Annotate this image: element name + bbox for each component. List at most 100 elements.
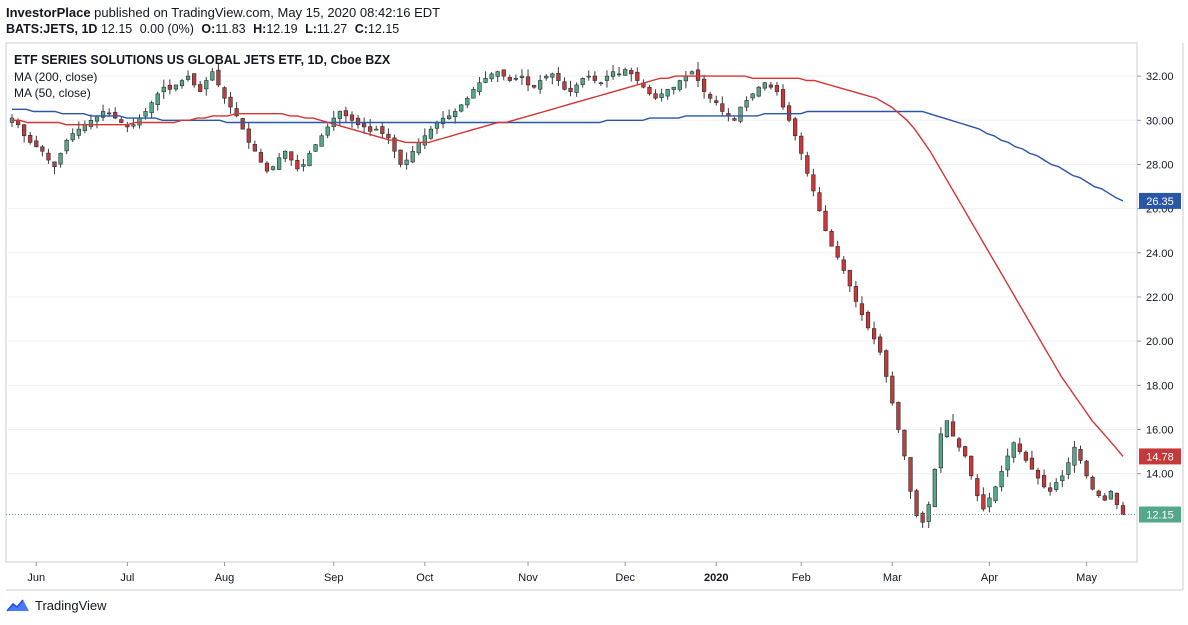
candle-body — [325, 126, 330, 136]
candle-body — [841, 259, 846, 271]
candle-body — [811, 174, 816, 192]
candle-body — [386, 133, 391, 139]
ohlc-bar: BATS:JETS, 1D 12.15 0.00 (0%) O:11.83 H:… — [6, 22, 403, 36]
candle-body — [884, 350, 889, 377]
candle-body — [878, 336, 883, 353]
candle-body — [501, 69, 506, 77]
candle-body — [198, 84, 203, 92]
candle-body — [52, 161, 57, 167]
x-tick-label: 2020 — [704, 572, 728, 584]
candle-body — [22, 124, 27, 137]
candle-body — [999, 471, 1004, 488]
candle-body — [107, 112, 112, 115]
symbol-label: BATS:JETS, 1D — [6, 22, 98, 36]
candle-body — [1060, 475, 1065, 482]
y-tick-label: 14.00 — [1146, 469, 1174, 481]
x-tick-label: Aug — [215, 572, 235, 584]
tradingview-footer[interactable]: TradingView — [6, 597, 107, 613]
candle-body — [1035, 469, 1041, 479]
candle-body — [963, 446, 968, 457]
candle-body — [40, 146, 45, 152]
candle-body — [440, 117, 446, 124]
candle-body — [453, 111, 458, 118]
candle-body — [143, 111, 148, 117]
candle-body — [477, 82, 482, 93]
y-tick-label: 24.00 — [1146, 248, 1174, 260]
price-label-box — [1139, 448, 1181, 465]
candle-body — [623, 69, 628, 76]
candle-body — [337, 111, 342, 119]
candle-body — [956, 438, 962, 448]
candle-body — [647, 86, 652, 95]
candle-body — [1072, 446, 1077, 466]
candlestick-chart[interactable]: 32.0030.0028.0026.0024.0022.0020.0018.00… — [0, 0, 1188, 592]
open-value: 11.83 — [215, 22, 246, 36]
candle-body — [981, 494, 986, 510]
candle-body — [701, 78, 707, 92]
candle-body — [246, 128, 251, 143]
candle-body — [179, 80, 185, 87]
candle-body — [1084, 460, 1089, 477]
candle-body — [738, 106, 743, 122]
high-label: H: — [253, 22, 267, 36]
legend-entry: MA (200, close) — [14, 70, 97, 84]
candle-body — [708, 93, 713, 99]
candle-body — [58, 153, 63, 165]
candle-body — [902, 429, 907, 457]
candle-body — [258, 152, 264, 163]
candle-body — [975, 478, 980, 497]
candle-body — [283, 150, 288, 159]
candle-body — [355, 117, 361, 126]
candle-body — [222, 87, 227, 99]
candle-body — [544, 75, 549, 79]
candle-body — [1029, 457, 1035, 470]
candle-body — [550, 73, 555, 78]
candle-body — [1005, 455, 1010, 471]
candle-body — [671, 86, 676, 90]
candle-body — [993, 486, 998, 501]
candle-body — [76, 128, 81, 136]
candle-body — [495, 71, 500, 77]
candle-body — [471, 89, 476, 99]
candle-body — [853, 286, 858, 302]
candle-body — [94, 115, 100, 122]
candle-body — [88, 119, 94, 127]
candle-body — [780, 89, 786, 108]
candle-body — [131, 124, 136, 127]
candle-body — [568, 87, 573, 92]
candle-body — [489, 73, 494, 80]
candle-body — [732, 118, 737, 121]
candle-body — [859, 303, 865, 315]
candle-body — [161, 86, 166, 93]
candle-body — [616, 73, 622, 76]
candle-body — [835, 246, 840, 258]
candle-body — [817, 192, 822, 212]
candle-body — [525, 76, 531, 86]
candle-body — [1041, 475, 1047, 488]
candle-body — [1090, 476, 1095, 490]
candle-body — [659, 93, 664, 99]
candle-body — [586, 75, 591, 78]
candle-body — [295, 160, 300, 170]
tradingview-logo-icon — [6, 599, 29, 612]
y-tick-label: 28.00 — [1146, 159, 1174, 171]
candle-body — [343, 110, 349, 117]
candle-body — [847, 269, 852, 287]
candle-body — [234, 108, 239, 117]
x-tick-label: Sep — [324, 572, 344, 584]
candle-body — [34, 140, 39, 148]
candle-body — [149, 102, 154, 114]
x-tick-label: Mar — [883, 572, 902, 584]
candle-body — [392, 137, 397, 152]
candle-body — [64, 139, 69, 152]
candle-body — [173, 84, 179, 90]
candle-body — [714, 100, 719, 103]
candle-body — [950, 421, 956, 437]
candle-body — [119, 119, 124, 123]
candle-body — [228, 96, 233, 108]
high-value: 12.19 — [266, 22, 298, 36]
candle-body — [677, 80, 682, 90]
candle-body — [374, 128, 379, 131]
price-label-box — [1139, 506, 1181, 523]
candle-body — [871, 328, 877, 340]
